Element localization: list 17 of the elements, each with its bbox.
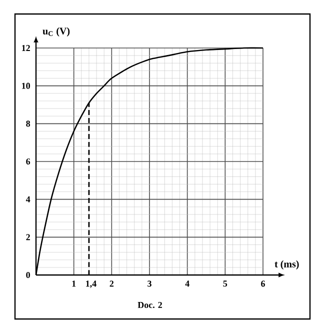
x-tick-label: 6 <box>261 280 265 287</box>
y-tick-label: 10 <box>22 82 30 89</box>
y-tick-label: 0 <box>26 272 30 278</box>
y-tick-label: 8 <box>26 120 30 127</box>
y-tick-label: 2 <box>26 234 30 240</box>
x-tick-label: 1 <box>72 280 76 287</box>
y-axis-title: u$_{C}$ (V) <box>42 27 70 36</box>
x-tick-label: 4 <box>185 280 190 287</box>
y-tick-label: 4 <box>26 196 30 202</box>
x-tick-label: 3 <box>148 280 152 287</box>
y-tick-label: 6 <box>26 158 30 165</box>
text: Doc. 2 <box>138 302 162 308</box>
x-tick-label: 1,4 <box>86 280 96 288</box>
x-tick-label: 2 <box>110 280 114 287</box>
y-tick-label: 12 <box>22 45 30 51</box>
x-tick-label: 5 <box>223 280 228 287</box>
x-axis-title: t (ms) <box>274 260 299 270</box>
